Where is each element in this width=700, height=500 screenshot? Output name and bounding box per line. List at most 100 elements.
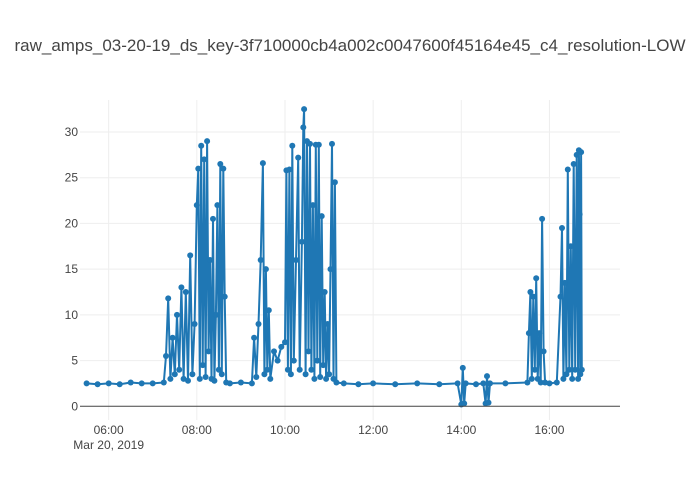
data-point <box>191 321 198 327</box>
data-point <box>355 381 362 388</box>
x-date-label: Mar 20, 2019 <box>73 438 144 452</box>
data-point <box>174 311 180 318</box>
data-point <box>560 375 567 382</box>
data-point <box>454 380 461 387</box>
data-point <box>185 377 191 384</box>
data-point <box>530 293 537 300</box>
data-point <box>138 380 145 387</box>
data-point <box>259 160 266 167</box>
data-point <box>308 366 315 373</box>
data-point <box>301 106 308 113</box>
data-point <box>178 284 185 291</box>
data-point <box>207 257 213 263</box>
data-point <box>251 334 258 341</box>
data-point <box>198 142 205 149</box>
x-tick-label: 14:00 <box>446 423 476 437</box>
data-point <box>189 371 196 378</box>
data-point <box>324 321 331 327</box>
data-point <box>163 353 169 359</box>
data-point <box>264 366 271 373</box>
data-point <box>578 366 585 373</box>
data-point <box>577 371 584 378</box>
data-point <box>314 357 321 364</box>
data-point <box>305 348 312 355</box>
data-point <box>315 141 322 148</box>
data-point <box>160 379 167 386</box>
data-point <box>215 366 222 373</box>
data-point <box>201 156 208 163</box>
data-point <box>572 366 579 373</box>
data-point <box>302 371 309 378</box>
y-tick-label: 20 <box>65 216 79 230</box>
chart-title: raw_amps_03-20-19_ds_key-3f710000cb4a002… <box>14 36 685 55</box>
data-point <box>278 343 285 350</box>
data-point <box>176 366 183 373</box>
data-point <box>320 362 327 369</box>
data-point <box>540 348 547 355</box>
data-point <box>340 380 347 387</box>
data-point <box>525 330 532 337</box>
data-point <box>461 400 468 407</box>
data-point <box>94 381 101 388</box>
data-point <box>295 154 302 161</box>
data-point <box>557 293 564 300</box>
data-point <box>293 257 299 263</box>
data-point <box>309 202 316 209</box>
data-point <box>282 339 288 346</box>
data-point <box>274 357 281 364</box>
data-point <box>300 124 307 131</box>
data-point <box>105 380 112 387</box>
data-point <box>237 379 244 386</box>
data-point <box>414 380 421 387</box>
x-tick-label: 08:00 <box>182 423 212 437</box>
data-point <box>528 375 535 382</box>
x-tick-label: 10:00 <box>270 423 300 437</box>
data-point <box>169 334 176 341</box>
data-point <box>218 371 225 378</box>
data-point <box>165 295 172 302</box>
data-point <box>484 373 490 380</box>
data-point <box>271 348 277 355</box>
data-point <box>333 379 340 386</box>
data-point <box>553 379 560 386</box>
series-layer <box>83 106 585 408</box>
data-point <box>149 380 156 387</box>
data-point <box>502 380 509 387</box>
data-point <box>567 243 574 250</box>
data-point <box>296 366 303 373</box>
data-point <box>255 321 262 327</box>
data-point <box>199 362 206 369</box>
data-point <box>485 399 492 406</box>
data-point <box>298 238 305 245</box>
data-point <box>248 380 255 387</box>
data-point <box>212 311 219 318</box>
data-point <box>127 379 134 386</box>
data-point <box>318 213 325 220</box>
data-point <box>576 211 583 218</box>
data-point <box>221 293 228 300</box>
data-point <box>261 371 268 378</box>
data-point <box>211 377 218 384</box>
data-point <box>171 371 178 378</box>
x-tick-label: 16:00 <box>534 423 564 437</box>
x-tick-label: 06:00 <box>94 423 124 437</box>
y-tick-label: 5 <box>71 354 78 368</box>
y-tick-label: 15 <box>65 262 79 276</box>
data-point <box>193 202 200 209</box>
x-tick-label: 12:00 <box>358 423 388 437</box>
data-point <box>83 380 90 387</box>
data-point <box>570 161 577 167</box>
data-point <box>187 252 194 259</box>
data-point <box>561 279 568 286</box>
y-tick-label: 25 <box>65 171 79 185</box>
data-point <box>459 364 466 371</box>
data-point <box>546 380 553 387</box>
data-point <box>327 266 334 273</box>
data-point <box>539 215 546 222</box>
data-point <box>214 202 221 209</box>
data-point <box>331 179 338 186</box>
data-point <box>220 165 227 172</box>
data-point <box>569 375 576 382</box>
